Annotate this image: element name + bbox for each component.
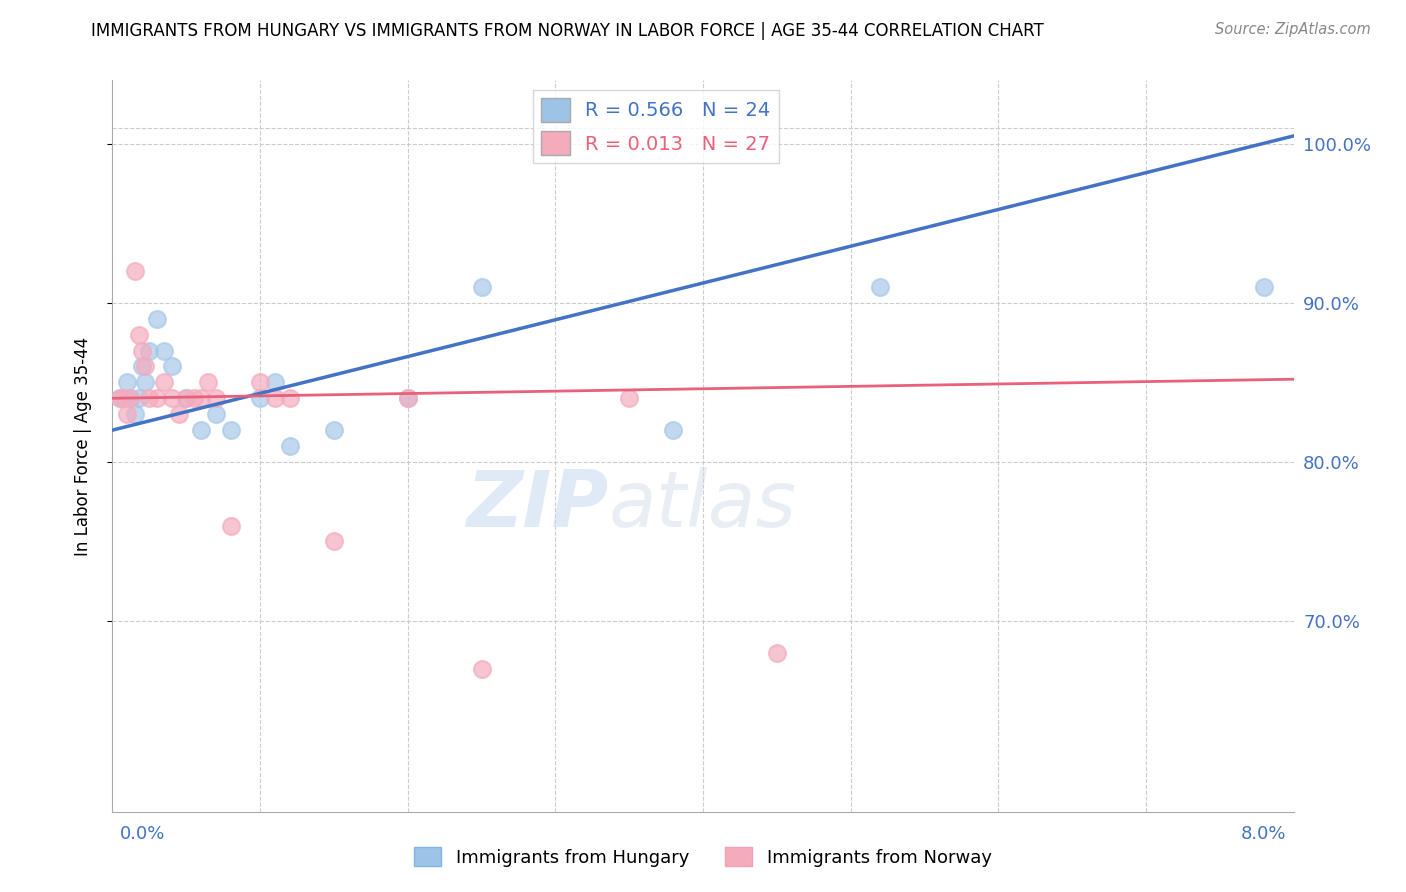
Point bbox=[146, 311, 169, 326]
Point bbox=[323, 534, 346, 549]
Point bbox=[128, 327, 150, 342]
Point bbox=[146, 392, 169, 406]
Point bbox=[174, 392, 197, 406]
Point bbox=[264, 376, 287, 390]
Point bbox=[131, 343, 153, 358]
Text: 0.0%: 0.0% bbox=[120, 825, 165, 843]
Text: atlas: atlas bbox=[609, 467, 796, 542]
Point bbox=[619, 392, 641, 406]
Point bbox=[205, 407, 228, 421]
Point bbox=[662, 423, 685, 437]
Point bbox=[134, 359, 156, 374]
Point bbox=[138, 343, 160, 358]
Point bbox=[120, 392, 142, 406]
Point bbox=[128, 392, 150, 406]
Point bbox=[134, 376, 156, 390]
Point bbox=[190, 392, 212, 406]
Point bbox=[108, 392, 131, 406]
Point bbox=[323, 423, 346, 437]
Point bbox=[117, 376, 138, 390]
Point bbox=[396, 392, 419, 406]
Point bbox=[470, 662, 494, 676]
Point bbox=[1253, 280, 1275, 294]
Point bbox=[117, 407, 138, 421]
Point bbox=[108, 392, 131, 406]
Point bbox=[160, 359, 183, 374]
Point bbox=[219, 423, 242, 437]
Point bbox=[869, 280, 891, 294]
Text: 8.0%: 8.0% bbox=[1241, 825, 1286, 843]
Point bbox=[249, 392, 271, 406]
Text: IMMIGRANTS FROM HUNGARY VS IMMIGRANTS FROM NORWAY IN LABOR FORCE | AGE 35-44 COR: IMMIGRANTS FROM HUNGARY VS IMMIGRANTS FR… bbox=[91, 22, 1045, 40]
Point bbox=[396, 392, 419, 406]
Point bbox=[190, 423, 212, 437]
Point bbox=[124, 407, 146, 421]
Point bbox=[278, 392, 301, 406]
Point bbox=[153, 376, 176, 390]
Point bbox=[470, 280, 494, 294]
Point bbox=[131, 359, 153, 374]
Point bbox=[120, 392, 142, 406]
Point bbox=[766, 646, 789, 660]
Y-axis label: In Labor Force | Age 35-44: In Labor Force | Age 35-44 bbox=[73, 336, 91, 556]
Point bbox=[160, 392, 183, 406]
Point bbox=[219, 518, 242, 533]
Point bbox=[264, 392, 287, 406]
Point bbox=[174, 392, 197, 406]
Text: ZIP: ZIP bbox=[467, 467, 609, 542]
Point bbox=[278, 439, 301, 453]
Point bbox=[124, 264, 146, 278]
Point bbox=[138, 392, 160, 406]
Legend: R = 0.566   N = 24, R = 0.013   N = 27: R = 0.566 N = 24, R = 0.013 N = 27 bbox=[533, 90, 779, 162]
Text: Source: ZipAtlas.com: Source: ZipAtlas.com bbox=[1215, 22, 1371, 37]
Point bbox=[167, 407, 190, 421]
Point bbox=[183, 392, 205, 406]
Point bbox=[153, 343, 176, 358]
Legend: Immigrants from Hungary, Immigrants from Norway: Immigrants from Hungary, Immigrants from… bbox=[406, 840, 1000, 874]
Point bbox=[197, 376, 219, 390]
Point bbox=[205, 392, 228, 406]
Point bbox=[249, 376, 271, 390]
Point bbox=[112, 392, 135, 406]
